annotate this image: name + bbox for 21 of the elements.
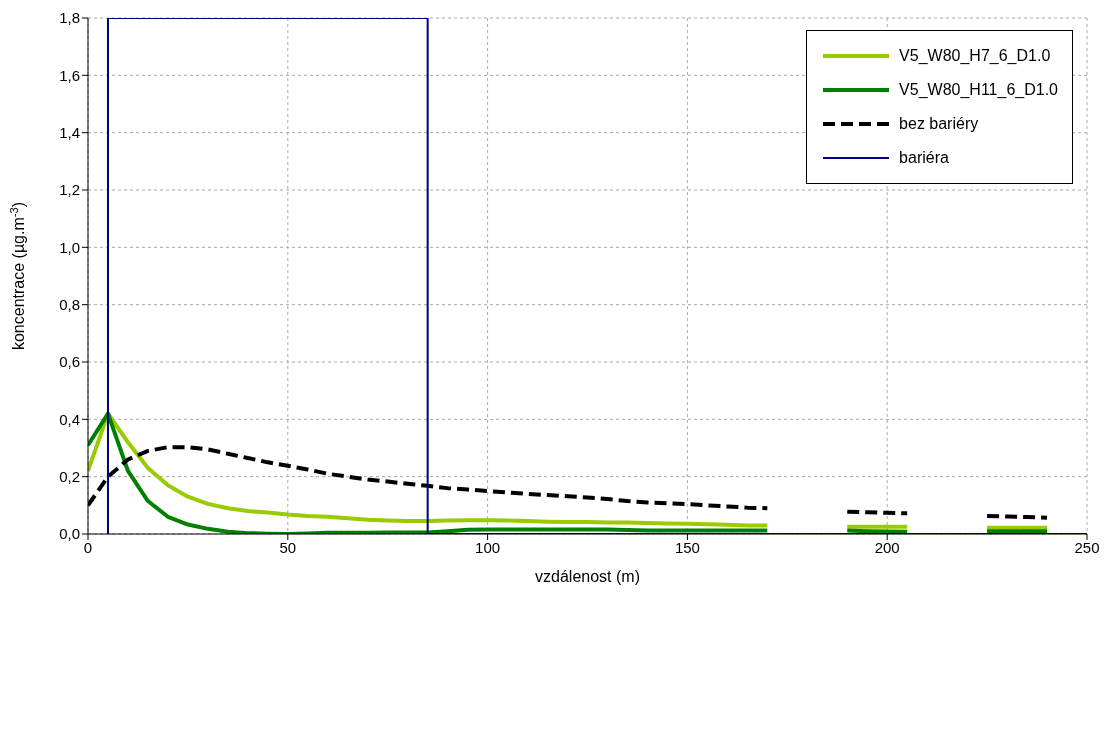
x-tick-label: 100 — [475, 538, 501, 556]
y-tick-label: 0,2 — [59, 467, 80, 485]
legend-label: bariéra — [899, 149, 949, 167]
y-tick-label: 0,0 — [59, 525, 80, 543]
y-tick-label: 1,2 — [59, 181, 80, 199]
y-tick-label: 1,8 — [59, 9, 80, 27]
y-tick-label: 1,4 — [59, 123, 80, 141]
x-tick-label: 150 — [674, 538, 700, 556]
x-tick-label: 50 — [279, 538, 297, 556]
x-tick-label: 200 — [874, 538, 900, 556]
x-axis-title: vzdálenost (m) — [535, 568, 640, 585]
y-tick-label: 0,8 — [59, 295, 80, 313]
y-tick-label: 0,4 — [59, 410, 80, 428]
x-tick-label: 0 — [83, 538, 93, 556]
legend-label: V5_W80_H7_6_D1.0 — [899, 47, 1051, 65]
legend-label: V5_W80_H11_6_D1.0 — [899, 81, 1058, 99]
legend-label: bez bariéry — [899, 115, 979, 133]
y-tick-label: 0,6 — [59, 353, 80, 371]
x-tick-label: 250 — [1074, 538, 1100, 556]
y-tick-label: 1,6 — [59, 66, 80, 84]
y-tick-label: 1,0 — [59, 238, 80, 256]
